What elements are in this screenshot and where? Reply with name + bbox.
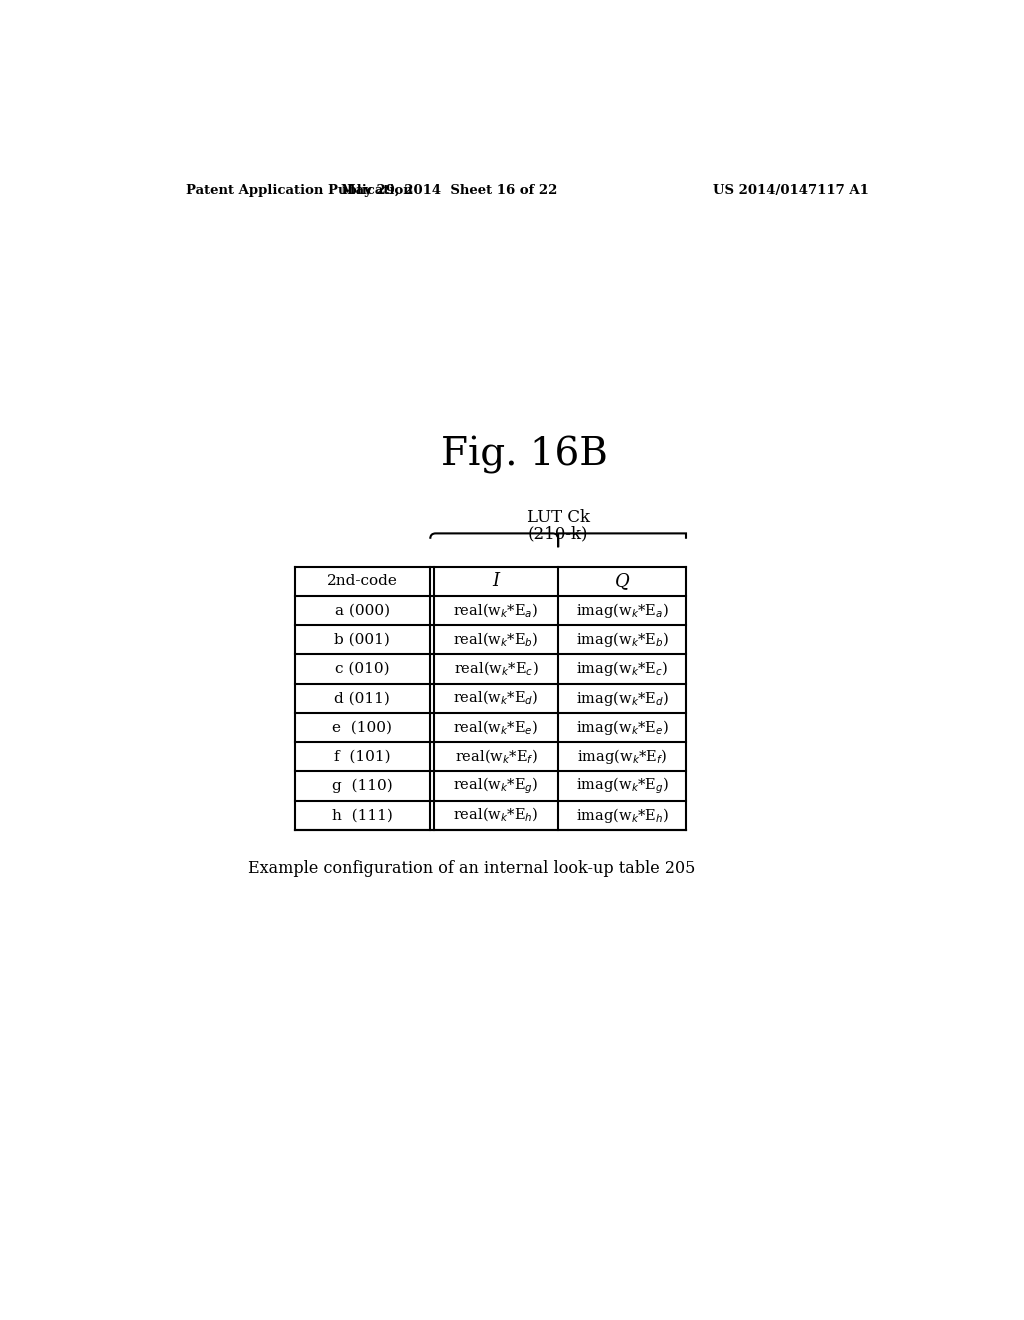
Text: imag(w$_k$*E$_a$): imag(w$_k$*E$_a$): [575, 601, 669, 620]
Text: imag(w$_k$*E$_h$): imag(w$_k$*E$_h$): [575, 805, 669, 825]
Text: imag(w$_k$*E$_e$): imag(w$_k$*E$_e$): [575, 718, 669, 737]
Text: real(w$_k$*E$_g$): real(w$_k$*E$_g$): [454, 776, 539, 796]
Text: real(w$_k$*E$_b$): real(w$_k$*E$_b$): [454, 631, 539, 649]
Text: c (010): c (010): [335, 661, 390, 676]
Text: (210-k): (210-k): [528, 525, 589, 543]
Text: e  (100): e (100): [333, 721, 392, 734]
Text: a (000): a (000): [335, 603, 390, 618]
Text: real(w$_k$*E$_d$): real(w$_k$*E$_d$): [454, 689, 539, 708]
Text: imag(w$_k$*E$_d$): imag(w$_k$*E$_d$): [575, 689, 669, 708]
Text: f  (101): f (101): [334, 750, 391, 764]
Text: d (011): d (011): [335, 692, 390, 705]
Text: imag(w$_k$*E$_b$): imag(w$_k$*E$_b$): [575, 630, 669, 649]
Text: Example configuration of an internal look-up table 205: Example configuration of an internal loo…: [248, 859, 695, 876]
Text: Fig. 16B: Fig. 16B: [441, 436, 608, 474]
Text: real(w$_k$*E$_h$): real(w$_k$*E$_h$): [454, 807, 539, 825]
Text: May 29, 2014  Sheet 16 of 22: May 29, 2014 Sheet 16 of 22: [341, 185, 558, 197]
Text: b (001): b (001): [335, 632, 390, 647]
Text: imag(w$_k$*E$_g$): imag(w$_k$*E$_g$): [575, 776, 669, 796]
Text: Q: Q: [614, 572, 630, 590]
Text: US 2014/0147117 A1: US 2014/0147117 A1: [713, 185, 869, 197]
Text: real(w$_k$*E$_e$): real(w$_k$*E$_e$): [454, 718, 539, 737]
Text: g  (110): g (110): [332, 779, 393, 793]
Text: real(w$_k$*E$_f$): real(w$_k$*E$_f$): [455, 747, 538, 766]
Text: real(w$_k$*E$_a$): real(w$_k$*E$_a$): [454, 601, 539, 619]
Text: Patent Application Publication: Patent Application Publication: [186, 185, 413, 197]
Text: real(w$_k$*E$_c$): real(w$_k$*E$_c$): [454, 660, 539, 678]
Text: 2nd-code: 2nd-code: [327, 574, 398, 589]
Text: imag(w$_k$*E$_f$): imag(w$_k$*E$_f$): [577, 747, 668, 766]
Text: I: I: [493, 572, 500, 590]
Text: h  (111): h (111): [332, 808, 393, 822]
Text: LUT Ck: LUT Ck: [526, 510, 590, 527]
Text: imag(w$_k$*E$_c$): imag(w$_k$*E$_c$): [575, 660, 669, 678]
